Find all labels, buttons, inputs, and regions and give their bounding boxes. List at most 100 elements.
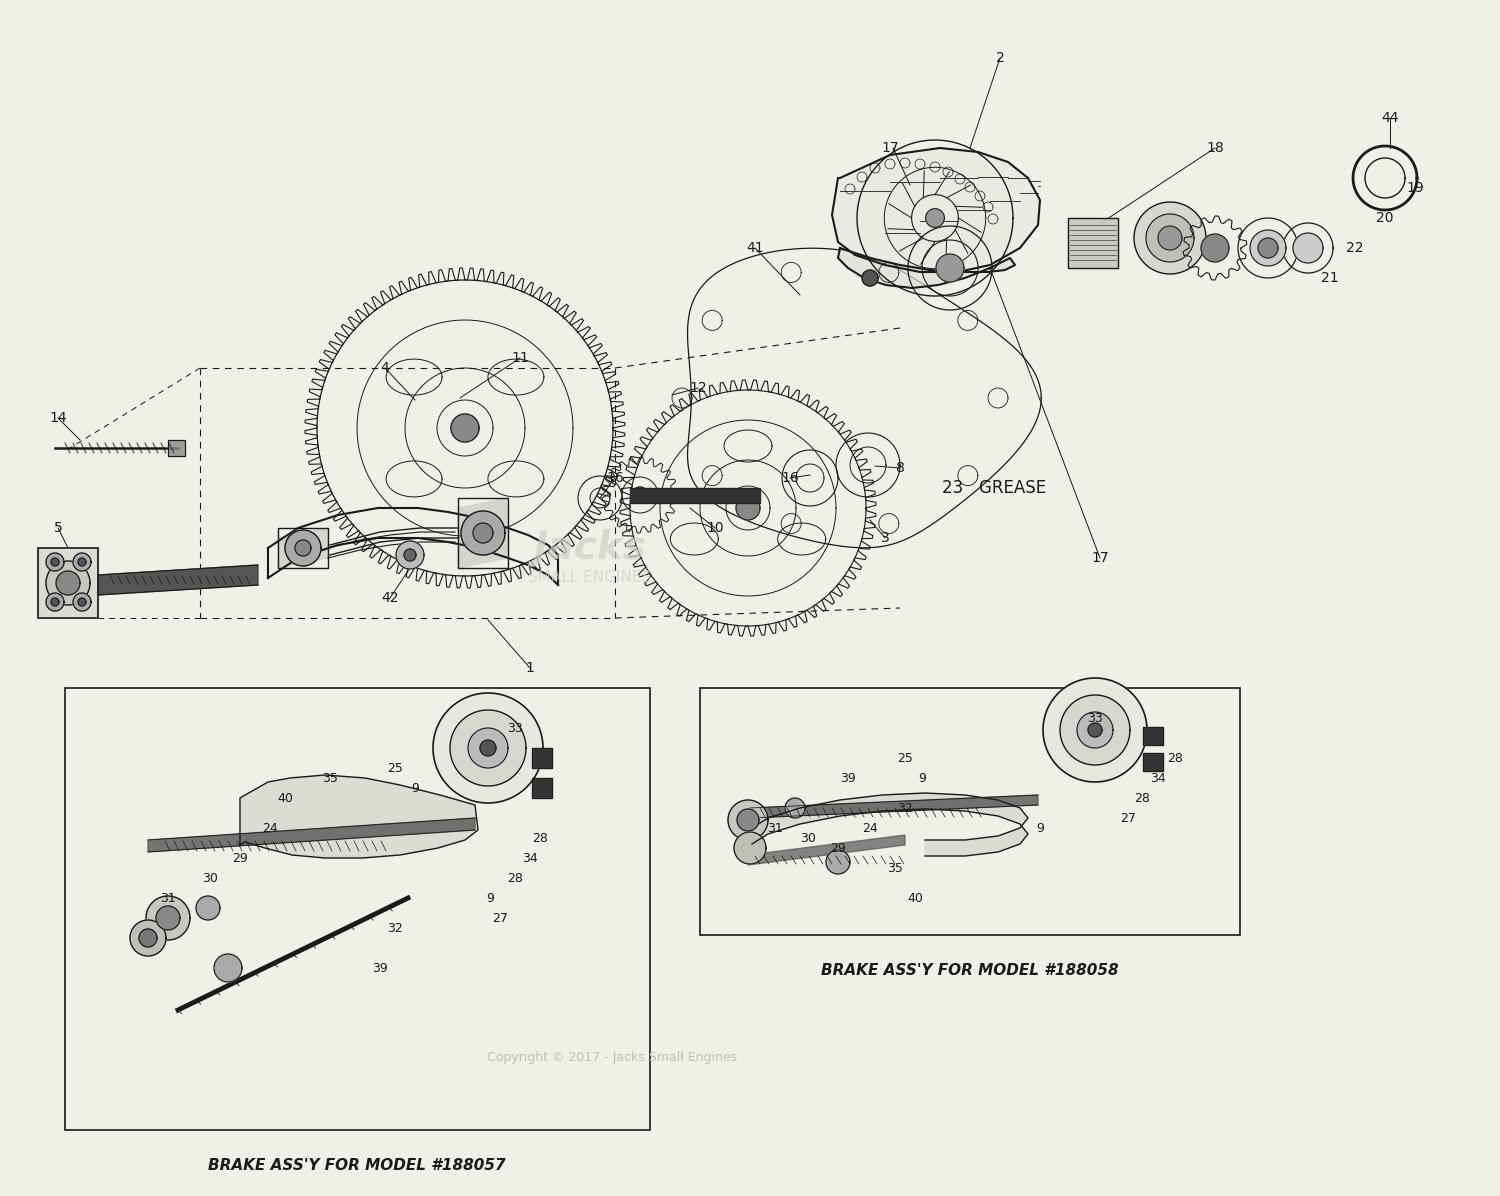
Polygon shape [78, 598, 86, 606]
Text: 16: 16 [606, 471, 624, 486]
Polygon shape [1258, 238, 1278, 258]
Polygon shape [936, 254, 964, 282]
Text: 25: 25 [897, 751, 914, 764]
Polygon shape [532, 748, 552, 768]
Polygon shape [396, 541, 424, 569]
Text: 35: 35 [322, 771, 338, 785]
Text: 24: 24 [862, 822, 877, 835]
Polygon shape [130, 920, 166, 956]
Text: 29: 29 [830, 842, 846, 854]
Text: 17: 17 [1090, 551, 1108, 565]
Polygon shape [736, 496, 760, 520]
Polygon shape [750, 795, 1038, 818]
Bar [532, 748, 552, 768]
Polygon shape [752, 793, 1028, 856]
Polygon shape [734, 832, 766, 864]
Polygon shape [38, 548, 98, 618]
Polygon shape [146, 896, 190, 940]
Text: BRAKE ASS'Y FOR MODEL #188057: BRAKE ASS'Y FOR MODEL #188057 [209, 1158, 506, 1173]
Text: Copyright © 2017 - Jacks Small Engines: Copyright © 2017 - Jacks Small Engines [488, 1051, 736, 1064]
Polygon shape [46, 593, 64, 611]
Text: 2: 2 [996, 51, 1005, 65]
Bar [1068, 218, 1118, 268]
Polygon shape [51, 559, 58, 566]
Polygon shape [452, 414, 478, 443]
Text: 5: 5 [54, 521, 63, 535]
Polygon shape [926, 208, 945, 227]
Polygon shape [296, 541, 310, 556]
Text: 44: 44 [1382, 111, 1398, 126]
Polygon shape [1202, 234, 1228, 262]
Text: 31: 31 [160, 891, 176, 904]
Polygon shape [833, 148, 1040, 271]
Text: 8: 8 [896, 460, 904, 475]
Text: 30: 30 [800, 831, 816, 844]
Text: 34: 34 [522, 852, 538, 865]
Polygon shape [1060, 695, 1130, 765]
Text: 40: 40 [278, 792, 292, 805]
Text: 23   GREASE: 23 GREASE [942, 480, 1046, 498]
Polygon shape [433, 692, 543, 803]
Bar [1143, 753, 1162, 771]
Polygon shape [404, 549, 416, 561]
Text: 22: 22 [1347, 242, 1364, 255]
Text: 10: 10 [706, 521, 724, 535]
Text: 34: 34 [1150, 771, 1166, 785]
Polygon shape [46, 553, 64, 570]
Bar [38, 548, 98, 618]
Polygon shape [140, 929, 158, 947]
Bar [532, 779, 552, 798]
Polygon shape [1146, 214, 1194, 262]
Text: 28: 28 [507, 872, 524, 885]
Text: 1: 1 [525, 661, 534, 675]
Text: 25: 25 [387, 762, 404, 775]
Text: 11: 11 [512, 350, 530, 365]
Polygon shape [632, 487, 648, 504]
Text: 32: 32 [897, 801, 914, 814]
Polygon shape [46, 561, 90, 605]
Text: 4: 4 [381, 361, 390, 376]
Text: 16: 16 [782, 471, 800, 486]
Polygon shape [1068, 218, 1118, 268]
Polygon shape [74, 593, 92, 611]
Text: 20: 20 [1377, 210, 1394, 225]
Polygon shape [240, 775, 478, 858]
Polygon shape [1158, 226, 1182, 250]
Text: 28: 28 [1134, 792, 1150, 805]
Polygon shape [1077, 712, 1113, 748]
Polygon shape [460, 511, 506, 555]
Text: 28: 28 [532, 831, 548, 844]
Bar [458, 498, 509, 568]
Polygon shape [74, 553, 92, 570]
Text: 9: 9 [411, 781, 419, 794]
Bar [64, 688, 650, 1130]
Polygon shape [1042, 678, 1148, 782]
Polygon shape [748, 835, 904, 865]
Text: 33: 33 [1088, 712, 1102, 725]
Text: 27: 27 [492, 911, 508, 925]
Text: 32: 32 [387, 921, 404, 934]
Bar [278, 527, 328, 568]
Text: 40: 40 [908, 891, 922, 904]
Text: 39: 39 [840, 771, 856, 785]
Bar [700, 688, 1240, 935]
Text: 9: 9 [486, 891, 494, 904]
Polygon shape [278, 527, 328, 568]
Text: 27: 27 [1120, 812, 1136, 824]
Polygon shape [148, 818, 476, 852]
Text: 21: 21 [1322, 271, 1340, 285]
Text: 14: 14 [50, 411, 68, 425]
Text: Jacks: Jacks [534, 529, 646, 567]
Polygon shape [458, 498, 509, 568]
Polygon shape [839, 248, 1016, 288]
Polygon shape [630, 488, 760, 504]
Polygon shape [196, 896, 220, 920]
Polygon shape [56, 570, 80, 594]
Polygon shape [827, 850, 850, 874]
Text: 30: 30 [202, 872, 217, 885]
Polygon shape [728, 800, 768, 840]
Text: 28: 28 [1167, 751, 1184, 764]
Bar [168, 440, 184, 456]
Polygon shape [784, 798, 806, 818]
Text: BRAKE ASS'Y FOR MODEL #188058: BRAKE ASS'Y FOR MODEL #188058 [821, 963, 1119, 978]
